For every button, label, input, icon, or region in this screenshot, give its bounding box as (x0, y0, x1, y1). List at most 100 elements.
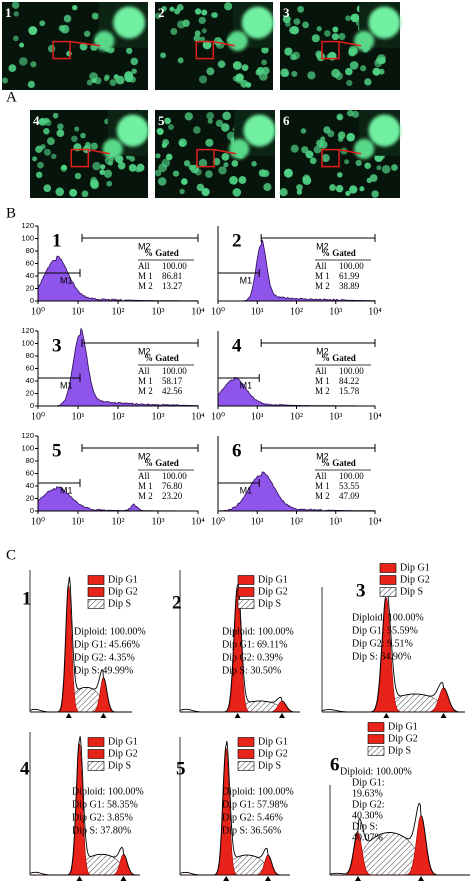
cell (222, 111, 231, 121)
peak-marker (65, 713, 72, 718)
cell (131, 68, 137, 74)
table-cell: 58.17 (162, 376, 183, 386)
legend-swatch (87, 599, 105, 609)
cell (302, 21, 309, 29)
legend-swatch (237, 587, 255, 597)
y-tick-label: 40 (26, 481, 34, 490)
plot-label: 2 (172, 592, 182, 613)
plot-label: 6 (232, 440, 242, 461)
cell (231, 160, 239, 167)
cell (43, 127, 50, 135)
legend-swatch (87, 737, 105, 747)
legend-label: Dip G2 (108, 586, 138, 597)
gate-label: M1 (240, 380, 253, 390)
cell (193, 126, 201, 134)
cell (161, 158, 171, 168)
cell (43, 184, 52, 193)
cell (224, 2, 233, 11)
table-cell: 15.78 (339, 386, 360, 396)
cell (280, 68, 289, 77)
cell (90, 179, 99, 188)
stat-line: Dip S: 37.80% (72, 825, 131, 836)
cell (331, 33, 339, 41)
cell (364, 162, 371, 169)
stat-line: Diploid: 100.00% (222, 786, 294, 797)
stat-line: Diploid: 100.00% (74, 626, 146, 637)
cell (168, 124, 174, 131)
cell (35, 145, 43, 153)
table-cell: All (138, 261, 150, 271)
gate (217, 269, 260, 277)
cell (371, 190, 379, 198)
legend-swatch (87, 587, 105, 597)
legend-swatch (237, 575, 255, 585)
cell (83, 30, 91, 37)
cell (205, 138, 214, 147)
peak-marker (223, 876, 230, 881)
cell (39, 20, 46, 27)
peak-marker (355, 876, 361, 881)
x-tick-label: 10² (112, 306, 125, 317)
cell (170, 28, 178, 35)
legend-swatch (237, 737, 255, 747)
cell (300, 128, 307, 134)
cell (218, 166, 227, 175)
cell (302, 174, 311, 183)
cell (263, 183, 272, 192)
legend-swatch (367, 734, 385, 744)
y-tick-label: 80 (26, 351, 34, 360)
gate (217, 374, 260, 382)
gate-label: M2 (138, 451, 151, 461)
table-header: % Gated (321, 248, 356, 258)
cell (307, 71, 316, 80)
cell (181, 178, 188, 185)
cell (172, 170, 180, 177)
gate-label: M1 (240, 485, 253, 495)
cell (220, 123, 230, 132)
y-tick-label: 120 (21, 431, 34, 440)
legend-label: Dip G1 (108, 574, 138, 585)
table-cell: M 1 (315, 271, 330, 281)
legend-label: Dip G2 (108, 748, 138, 759)
cell (43, 148, 51, 156)
y-tick-label: 100 (21, 338, 34, 347)
cell (157, 177, 167, 186)
legend-label: Dip S (258, 598, 281, 609)
legend-swatch (379, 587, 397, 597)
inset-cell (354, 138, 375, 159)
cell (351, 110, 360, 118)
stat-line: Dip G1: 55.59% (352, 625, 418, 636)
stat-line: Dip G1: 58.35% (72, 799, 138, 810)
cell (74, 126, 80, 132)
gate-label: M1 (60, 485, 73, 495)
cell (27, 80, 35, 89)
cell (279, 188, 288, 197)
cell (11, 1, 20, 9)
peak-marker (418, 876, 424, 881)
cell (201, 9, 208, 16)
zoom-box (52, 40, 71, 60)
cell (201, 187, 210, 197)
cell (194, 8, 202, 15)
plot-label: 3 (52, 335, 62, 356)
table-cell: 100.00 (339, 366, 364, 376)
cell (19, 42, 25, 48)
table-header: % Gated (144, 458, 179, 468)
legend-label: Dip G1 (108, 736, 138, 747)
stat-line: Dip G2: 0.39% (222, 652, 283, 663)
cell (206, 67, 215, 76)
peak-marker (100, 713, 107, 718)
zoom-box (70, 148, 90, 168)
cell (80, 132, 86, 139)
inset-cell (229, 138, 250, 159)
stat-line: Dip G1: 45.66% (74, 639, 140, 650)
cell (32, 156, 38, 162)
cell (349, 185, 358, 194)
cell (344, 159, 350, 165)
cell (345, 15, 352, 22)
cell (161, 142, 167, 148)
cell (292, 51, 301, 60)
cell (313, 145, 322, 154)
x-tick-label: 10¹ (251, 516, 264, 527)
stat-line: 19.63% (352, 788, 383, 799)
